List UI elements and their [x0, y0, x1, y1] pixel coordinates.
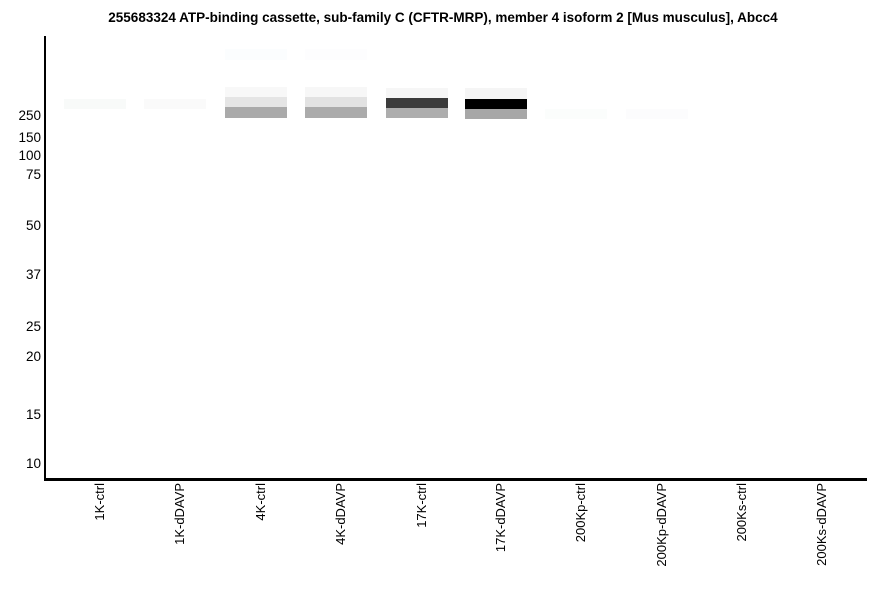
y-axis-tick-label: 10 [25, 456, 41, 471]
blot-band [386, 98, 448, 108]
lane-label: 200Ks-ctrl [734, 483, 749, 542]
lane-label: 17K-dDAVP [493, 483, 508, 553]
blot-band [626, 109, 688, 119]
blot-band [144, 99, 206, 109]
y-axis-tick-label: 15 [25, 407, 41, 422]
blot-band [465, 109, 527, 119]
blot-band [305, 97, 367, 107]
blot-band [465, 99, 527, 109]
blot-band [225, 49, 287, 60]
y-axis-line [44, 36, 46, 481]
x-axis-line [44, 478, 867, 481]
lane-label: 4K-ctrl [253, 483, 268, 521]
blot-band [465, 88, 527, 99]
lane-label: 200Ks-dDAVP [814, 483, 829, 566]
lane-label: 200Kp-ctrl [573, 483, 588, 543]
y-axis-tick-label: 20 [25, 349, 41, 364]
y-axis-tick-label: 100 [18, 148, 41, 163]
blot-band [225, 107, 287, 118]
blot-band [64, 99, 126, 109]
lane-label: 200Kp-dDAVP [654, 483, 669, 567]
y-axis-tick-label: 250 [18, 108, 41, 123]
lane-label: 17K-ctrl [414, 483, 429, 528]
blot-band [386, 88, 448, 98]
blot-band [305, 107, 367, 118]
y-axis-tick-label: 25 [25, 319, 41, 334]
blot-band [545, 109, 607, 119]
lane-label: 1K-ctrl [92, 483, 107, 521]
lane-label: 1K-dDAVP [172, 483, 187, 545]
figure-title: 255683324 ATP-binding cassette, sub-fami… [108, 10, 778, 25]
blot-band [225, 97, 287, 107]
blot-band [305, 49, 367, 60]
y-axis-tick-label: 150 [18, 130, 41, 145]
y-axis-tick-label: 37 [25, 267, 41, 282]
lane-label: 4K-dDAVP [333, 483, 348, 545]
blot-band [386, 108, 448, 118]
blot-band [305, 87, 367, 97]
y-axis-tick-label: 50 [25, 218, 41, 233]
y-axis-tick-label: 75 [25, 167, 41, 182]
blot-band [225, 87, 287, 97]
